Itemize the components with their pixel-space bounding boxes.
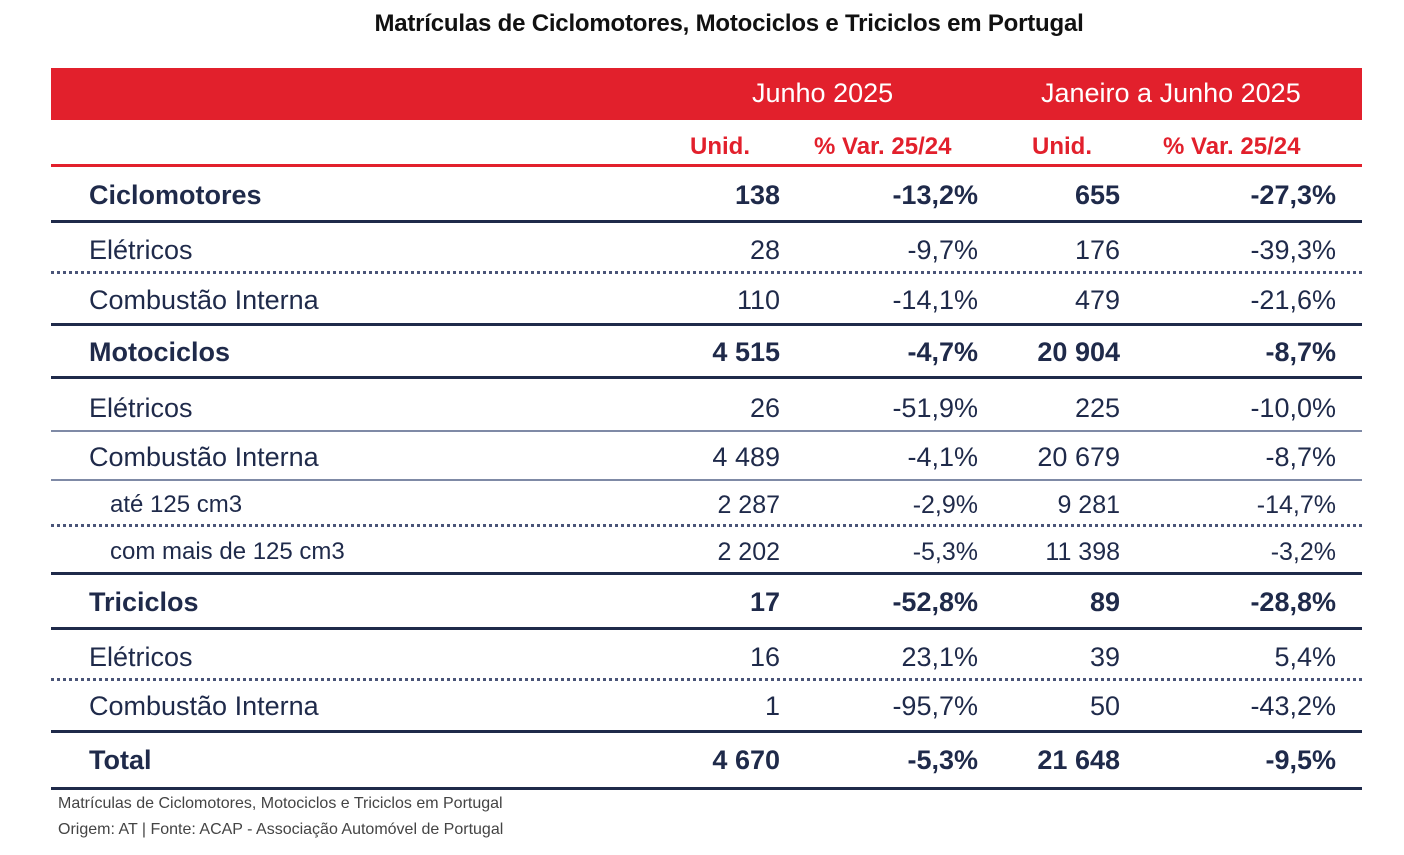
cell-var-ytd: -39,3% bbox=[1250, 235, 1336, 265]
col-header-unid-2: Unid. bbox=[1032, 133, 1092, 160]
row-label: Triciclos bbox=[89, 587, 199, 617]
cell-unid-ytd: 20 679 bbox=[1037, 442, 1120, 472]
cell-var-june: -95,7% bbox=[892, 691, 978, 721]
cell-var-june: -9,7% bbox=[907, 235, 978, 265]
cell-unid-ytd: 176 bbox=[1074, 235, 1120, 265]
cell-unid-june: 28 bbox=[749, 235, 780, 265]
cell-unid-june: 4 489 bbox=[712, 442, 780, 472]
cell-unid-ytd: 39 bbox=[1089, 642, 1120, 672]
row-divider bbox=[51, 376, 1362, 379]
cell-var-ytd: -9,5% bbox=[1265, 745, 1336, 775]
row-label: Combustão Interna bbox=[89, 285, 319, 315]
cell-unid-ytd: 21 648 bbox=[1037, 745, 1120, 775]
cell-unid-june: 26 bbox=[749, 393, 780, 423]
cell-unid-ytd: 9 281 bbox=[1057, 491, 1120, 519]
row-divider bbox=[51, 524, 1362, 527]
row-label: Elétricos bbox=[89, 642, 193, 672]
row-divider bbox=[51, 479, 1362, 481]
footer-source: Origem: AT | Fonte: ACAP - Associação Au… bbox=[58, 821, 504, 838]
cell-var-ytd: -43,2% bbox=[1250, 691, 1336, 721]
col-header-var-1: % Var. 25/24 bbox=[814, 133, 952, 160]
cell-unid-june: 138 bbox=[734, 180, 780, 210]
cell-var-june: -51,9% bbox=[892, 393, 978, 423]
header-divider bbox=[51, 164, 1362, 167]
header-group-jan-june: Janeiro a Junho 2025 bbox=[1041, 78, 1301, 108]
row-label: Motociclos bbox=[89, 337, 231, 367]
row-label: Combustão Interna bbox=[89, 442, 319, 472]
row-label: Elétricos bbox=[89, 393, 193, 423]
cell-var-june: -13,2% bbox=[892, 180, 978, 210]
header-group-june: Junho 2025 bbox=[752, 78, 894, 108]
col-header-unid-1: Unid. bbox=[690, 133, 750, 160]
footer-caption: Matrículas de Ciclomotores, Motociclos e… bbox=[58, 795, 503, 812]
row-divider bbox=[51, 430, 1362, 432]
cell-var-ytd: -8,7% bbox=[1265, 337, 1336, 367]
row-divider bbox=[51, 572, 1362, 575]
row-label: Total bbox=[89, 745, 152, 775]
cell-unid-june: 1 bbox=[764, 691, 780, 721]
cell-unid-ytd: 655 bbox=[1074, 180, 1120, 210]
row-label: Combustão Interna bbox=[89, 691, 319, 721]
cell-var-ytd: -8,7% bbox=[1265, 442, 1336, 472]
cell-unid-ytd: 225 bbox=[1074, 393, 1120, 423]
page-title: Matrículas de Ciclomotores, Motociclos e… bbox=[374, 10, 1084, 37]
cell-var-ytd: -27,3% bbox=[1250, 180, 1336, 210]
cell-var-ytd: -14,7% bbox=[1256, 491, 1336, 519]
cell-unid-june: 16 bbox=[749, 642, 780, 672]
cell-var-june: 23,1% bbox=[901, 642, 978, 672]
row-divider bbox=[51, 220, 1362, 223]
row-divider bbox=[51, 678, 1362, 681]
header-bar: Junho 2025 Janeiro a Junho 2025 bbox=[51, 68, 1362, 120]
cell-unid-ytd: 50 bbox=[1089, 691, 1120, 721]
row-label: Ciclomotores bbox=[89, 180, 262, 210]
row-label: Elétricos bbox=[89, 235, 193, 265]
row-divider bbox=[51, 627, 1362, 630]
cell-unid-june: 17 bbox=[749, 587, 780, 617]
cell-var-ytd: -3,2% bbox=[1270, 538, 1336, 566]
cell-var-june: -14,1% bbox=[892, 285, 978, 315]
cell-unid-june: 2 202 bbox=[717, 538, 780, 566]
col-header-var-2: % Var. 25/24 bbox=[1163, 133, 1301, 160]
cell-unid-ytd: 479 bbox=[1074, 285, 1120, 315]
cell-var-ytd: 5,4% bbox=[1274, 642, 1336, 672]
cell-unid-ytd: 11 398 bbox=[1045, 538, 1120, 566]
row-label: até 125 cm3 bbox=[110, 491, 243, 518]
cell-unid-june: 110 bbox=[736, 285, 780, 315]
cell-unid-ytd: 89 bbox=[1089, 587, 1120, 617]
row-label: com mais de 125 cm3 bbox=[110, 538, 345, 565]
cell-var-ytd: -28,8% bbox=[1250, 587, 1336, 617]
table-bottom-border bbox=[51, 787, 1362, 790]
cell-var-ytd: -10,0% bbox=[1250, 393, 1336, 423]
cell-var-june: -4,1% bbox=[907, 442, 978, 472]
row-divider bbox=[51, 323, 1362, 326]
cell-unid-ytd: 20 904 bbox=[1037, 337, 1120, 367]
row-divider bbox=[51, 730, 1362, 733]
cell-var-june: -2,9% bbox=[912, 491, 978, 519]
cell-unid-june: 4 515 bbox=[712, 337, 780, 367]
cell-var-june: -5,3% bbox=[912, 538, 978, 566]
cell-var-june: -52,8% bbox=[892, 587, 978, 617]
cell-unid-june: 2 287 bbox=[717, 491, 780, 519]
cell-var-ytd: -21,6% bbox=[1250, 285, 1336, 315]
cell-var-june: -5,3% bbox=[907, 745, 978, 775]
cell-var-june: -4,7% bbox=[907, 337, 978, 367]
cell-unid-june: 4 670 bbox=[712, 745, 780, 775]
row-divider bbox=[51, 271, 1362, 274]
